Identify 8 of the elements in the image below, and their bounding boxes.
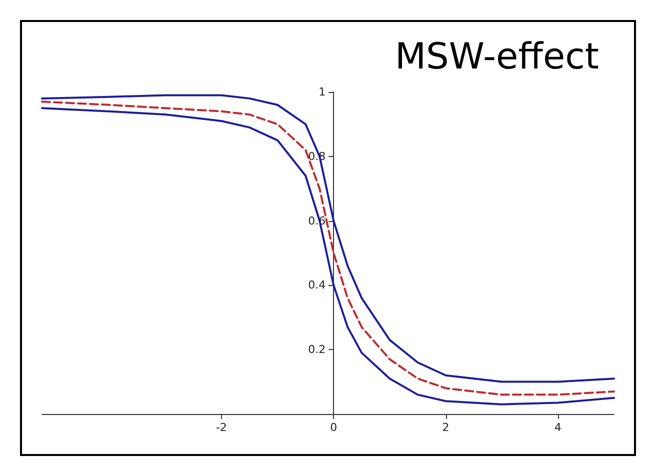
chart-title: MSW-effect [394,36,599,78]
y-tick-label: 0.4 [308,278,326,292]
x-tick-label: 0 [330,421,338,434]
y-tick-label: 0.2 [308,343,326,356]
x-tick-label: -2 [216,421,227,434]
x-tick-label: 2 [442,421,450,434]
x-tick-label: 4 [554,421,562,434]
y-tick-label: 1 [318,86,326,98]
